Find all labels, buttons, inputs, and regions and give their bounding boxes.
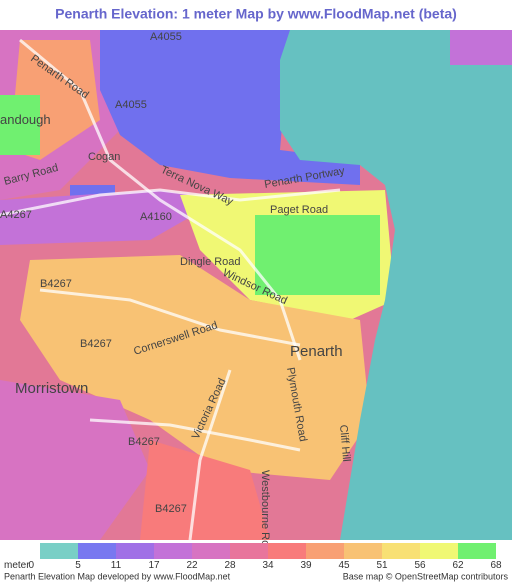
road: [39, 288, 301, 347]
map-label: B4267: [80, 338, 112, 350]
legend-swatch: [116, 543, 154, 559]
legend-value: 39: [300, 560, 312, 571]
road: [0, 188, 341, 217]
map-label: Cogan: [88, 151, 120, 163]
legend-swatch: [230, 543, 268, 559]
zone: [255, 215, 380, 295]
road: [188, 369, 232, 541]
legend-swatch: [306, 543, 344, 559]
legend-swatch: [40, 543, 78, 559]
road: [19, 38, 302, 361]
legend: meter 0 5 11 17 22 28 34 39 45 51 56 62 68: [4, 543, 502, 571]
legend-swatch: [344, 543, 382, 559]
legend-value: 62: [452, 560, 464, 571]
title: Penarth Elevation: 1 meter Map by www.Fl…: [55, 6, 457, 22]
sea: [280, 30, 512, 540]
legend-value: 34: [262, 560, 274, 571]
legend-unit: meter: [4, 560, 30, 571]
legend-value: 11: [111, 560, 122, 571]
legend-value: 5: [75, 560, 81, 571]
map-label: Cliff Hill: [337, 424, 352, 462]
map-label: Paget Road: [270, 204, 328, 216]
map-label: andough: [0, 112, 51, 127]
legend-value: 22: [186, 560, 198, 571]
map-label: B4267: [155, 503, 187, 515]
zone: [0, 95, 40, 155]
map-label: A4267: [0, 209, 32, 221]
legend-swatch: [420, 543, 458, 559]
map-label: Morristown: [15, 380, 88, 397]
legend-swatch: [154, 543, 192, 559]
footer-left: Penarth Elevation Map developed by www.F…: [4, 571, 231, 581]
zone: [450, 30, 512, 65]
legend-value: 51: [376, 560, 388, 571]
legend-swatch: [458, 543, 496, 559]
map-label: A4055: [150, 31, 182, 43]
legend-value: 56: [414, 560, 426, 571]
legend-value: 17: [148, 560, 160, 571]
map-label: B4267: [40, 278, 72, 290]
legend-value: 68: [490, 560, 502, 571]
zone: [140, 440, 270, 540]
legend-swatch: [192, 543, 230, 559]
map-label: Westbourne Road: [259, 470, 271, 558]
map-label: Dingle Road: [180, 256, 241, 268]
legend-swatch: [268, 543, 306, 559]
legend-swatch: [382, 543, 420, 559]
map-label: A4160: [140, 211, 172, 223]
zone: [100, 30, 360, 185]
map-label: B4267: [128, 436, 160, 448]
footer-right: Base map © OpenStreetMap contributors: [343, 571, 509, 581]
map-label: Penarth: [290, 343, 343, 360]
legend-swatch: [78, 543, 116, 559]
map: A4055 Penarth Road A4055 andough Barry R…: [0, 30, 512, 558]
legend-value: 45: [338, 560, 350, 571]
map-label: A4055: [115, 99, 147, 111]
legend-value: 28: [224, 560, 236, 571]
legend-value: 0: [28, 560, 34, 571]
